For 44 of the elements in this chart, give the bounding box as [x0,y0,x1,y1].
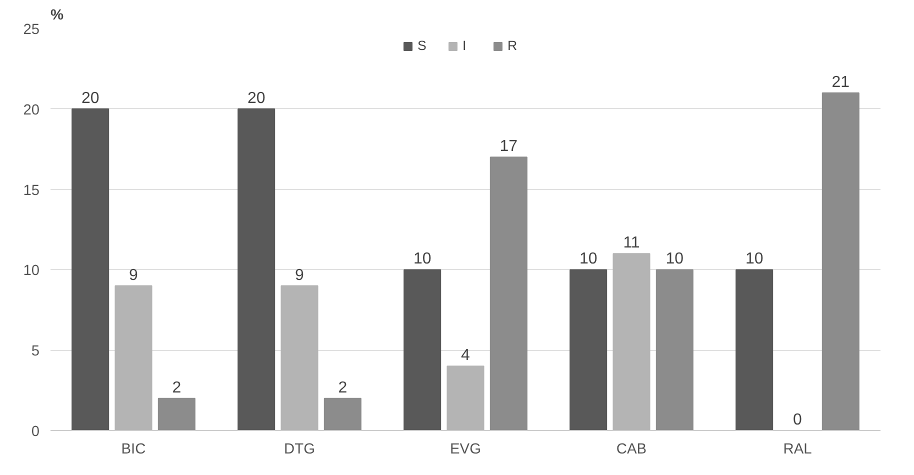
data-label: 10 [413,250,432,268]
x-tick-label: EVG [450,442,481,458]
bar [446,366,484,430]
legend-label: I [462,38,468,53]
x-tick-label: DTG [284,442,315,458]
data-label: 9 [295,266,304,284]
bar [404,269,442,430]
bar [822,92,860,430]
data-label: 20 [81,90,100,107]
legend-label: S [418,38,428,53]
y-tick-label: 0 [31,424,40,440]
bar [114,285,152,430]
bar [158,398,196,430]
bar [72,108,110,430]
data-label: 9 [129,266,138,284]
bar [324,398,362,430]
legend-label: R [508,38,518,53]
y-tick-label: 20 [23,102,40,118]
data-label: 21 [832,74,850,91]
data-label: 11 [623,234,640,252]
bar [238,108,276,430]
x-tick-label: CAB [616,442,647,458]
data-label: 0 [793,412,802,428]
bar [490,156,528,430]
bar [280,285,318,430]
y-tick-label: 25 [23,22,40,38]
bar [570,269,608,430]
bar [612,253,650,430]
x-tick-label: RAL [783,442,812,458]
data-label: 20 [247,90,266,107]
data-label: 17 [500,138,518,156]
y-tick-label: 10 [23,263,40,280]
bar [656,269,694,430]
data-label: 10 [666,250,684,268]
data-label: 10 [579,250,598,268]
data-label: 2 [172,379,182,396]
x-tick-label: BIC [121,442,146,458]
y-tick-label: 5 [31,344,40,360]
data-label: 10 [745,250,764,268]
y-tick-label: 15 [23,182,40,199]
data-label: 4 [461,347,470,364]
data-label: 2 [338,379,348,396]
bar [736,269,774,430]
y-axis-title: % [50,8,64,24]
